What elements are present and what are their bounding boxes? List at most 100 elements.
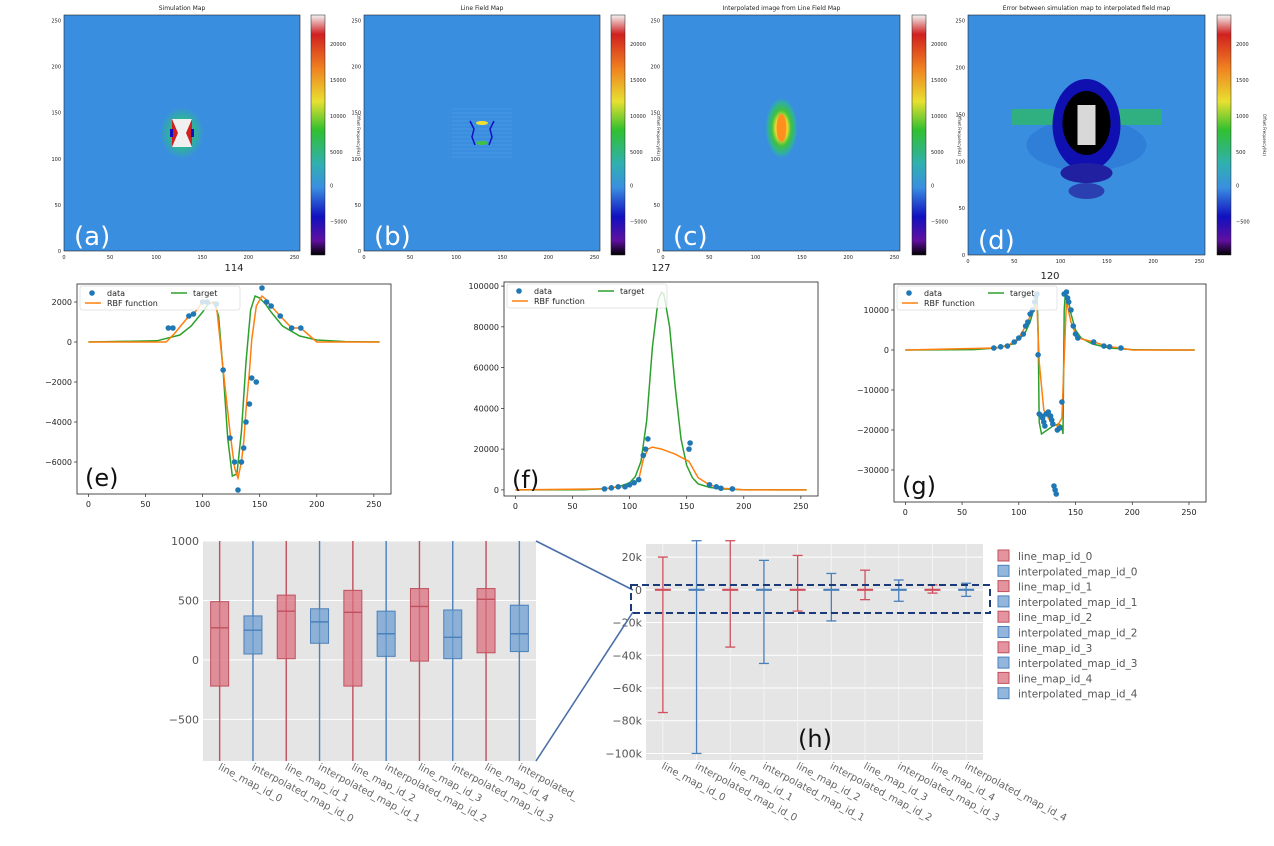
colorbar-tick: 10000 (931, 114, 947, 120)
data-point (991, 345, 997, 351)
map-y-tick: 150 (650, 111, 660, 117)
err-lower (1068, 183, 1105, 199)
y-tick-label: 0 (635, 584, 642, 597)
legend-label: interpolated_map_id_0 (1018, 566, 1138, 578)
map-x-tick: 250 (590, 255, 600, 261)
map-y-tick: 50 (959, 206, 965, 212)
map-x-tick: 0 (661, 255, 664, 261)
data-point (1056, 425, 1063, 431)
colorbar (610, 14, 626, 256)
x-tick-label: 50 (140, 500, 150, 509)
box (210, 601, 230, 687)
y-tick-label: −60k (612, 682, 642, 695)
x-tick-label: 200 (309, 500, 324, 509)
legend-swatch (997, 687, 1010, 700)
x-tick-label: 0 (513, 502, 518, 511)
x-tick-label: 100 (195, 500, 210, 509)
map-x-tick: 0 (362, 255, 365, 261)
colorbar-tick: 0 (630, 183, 633, 189)
map-y-tick: 100 (955, 159, 965, 165)
panel-label: (a) (74, 222, 110, 252)
map-x-tick: 200 (244, 255, 254, 261)
map-y-tick: 0 (358, 249, 361, 255)
data-point (1063, 289, 1070, 295)
legend-box (506, 283, 668, 309)
data-point (1011, 339, 1018, 345)
y-tick-label: −20000 (857, 426, 889, 435)
map-y-tick: 100 (650, 157, 660, 163)
map-y-tick: 0 (657, 249, 660, 255)
plot-frame (503, 281, 819, 497)
data-point (635, 476, 642, 483)
y-tick-label: 0 (192, 654, 199, 667)
data-point (231, 459, 238, 465)
colorbar-tick: −5000 (630, 219, 647, 225)
y-tick-label: −80k (612, 715, 642, 728)
data-point (1068, 307, 1074, 313)
data-point (1020, 331, 1027, 337)
data-point (1065, 299, 1072, 305)
map-x-tick: 100 (151, 255, 161, 261)
colorbar-tick: −5000 (330, 219, 347, 225)
colorbar (911, 14, 927, 256)
panel-label: (b) (374, 222, 411, 252)
y-tick-label: 80000 (474, 323, 499, 332)
legend-label: target (1010, 289, 1034, 298)
data-point (1070, 323, 1077, 329)
colorbar-tick: 20000 (630, 42, 646, 48)
map-y-tick: 150 (351, 111, 361, 117)
data-point (997, 344, 1004, 350)
chart-title: 114 (224, 263, 243, 274)
y-tick-label: 20000 (474, 445, 499, 454)
legend-box (79, 285, 241, 311)
map-panel-4: Error between simulation map to interpol… (955, 5, 1267, 265)
x-tick-label: 0 (86, 500, 91, 509)
field-neg (488, 120, 495, 146)
colorbar-tick: 5000 (330, 150, 343, 156)
panel-label: (h) (798, 725, 832, 753)
y-tick-label: −4000 (45, 418, 72, 427)
colorbar-label: Offset Frequency(Hz) (356, 114, 361, 157)
map-y-tick: 150 (51, 111, 61, 117)
legend-swatch (997, 656, 1010, 669)
colorbar-tick: 15000 (931, 78, 947, 84)
chart-title: 120 (1040, 271, 1059, 282)
legend-label: interpolated_map_id_2 (1018, 628, 1138, 640)
map-y-tick: 250 (955, 19, 965, 25)
colorbar-tick: 1000 (1236, 114, 1249, 120)
legend-swatch (997, 641, 1010, 654)
data-point (729, 486, 736, 492)
y-tick-label: −10000 (857, 386, 889, 395)
y-tick-label: 1000 (171, 535, 199, 548)
y-tick-label: −2000 (45, 378, 72, 387)
data-point (686, 446, 692, 452)
map-y-tick: 0 (962, 253, 965, 259)
data-point (713, 484, 720, 490)
map-title: Error between simulation map to interpol… (1003, 5, 1171, 12)
colorbar-label: Offset Frequency(Hz) (1262, 114, 1267, 157)
box (310, 608, 330, 644)
data-point (1059, 399, 1065, 405)
data-point (718, 485, 724, 492)
map-x-tick: 250 (890, 255, 900, 261)
y-tick-label: 0 (494, 486, 499, 495)
err-white (1077, 105, 1096, 145)
data-point (626, 481, 633, 488)
data-point (642, 446, 649, 452)
data-point (601, 486, 608, 492)
x-tick-label: 100 (622, 502, 637, 511)
data-point (277, 313, 284, 319)
map-y-tick: 100 (351, 157, 361, 163)
y-tick-label: −20k (612, 617, 642, 630)
colorbar-tick: 0 (330, 183, 333, 189)
x-tick-label: 200 (1125, 508, 1140, 517)
map-y-tick: 50 (55, 203, 61, 209)
interp-core (776, 114, 787, 142)
map-x-tick: 100 (751, 255, 761, 261)
zoom-connector (535, 540, 634, 591)
map-title: Simulation Map (159, 5, 206, 12)
data-point (631, 479, 637, 486)
